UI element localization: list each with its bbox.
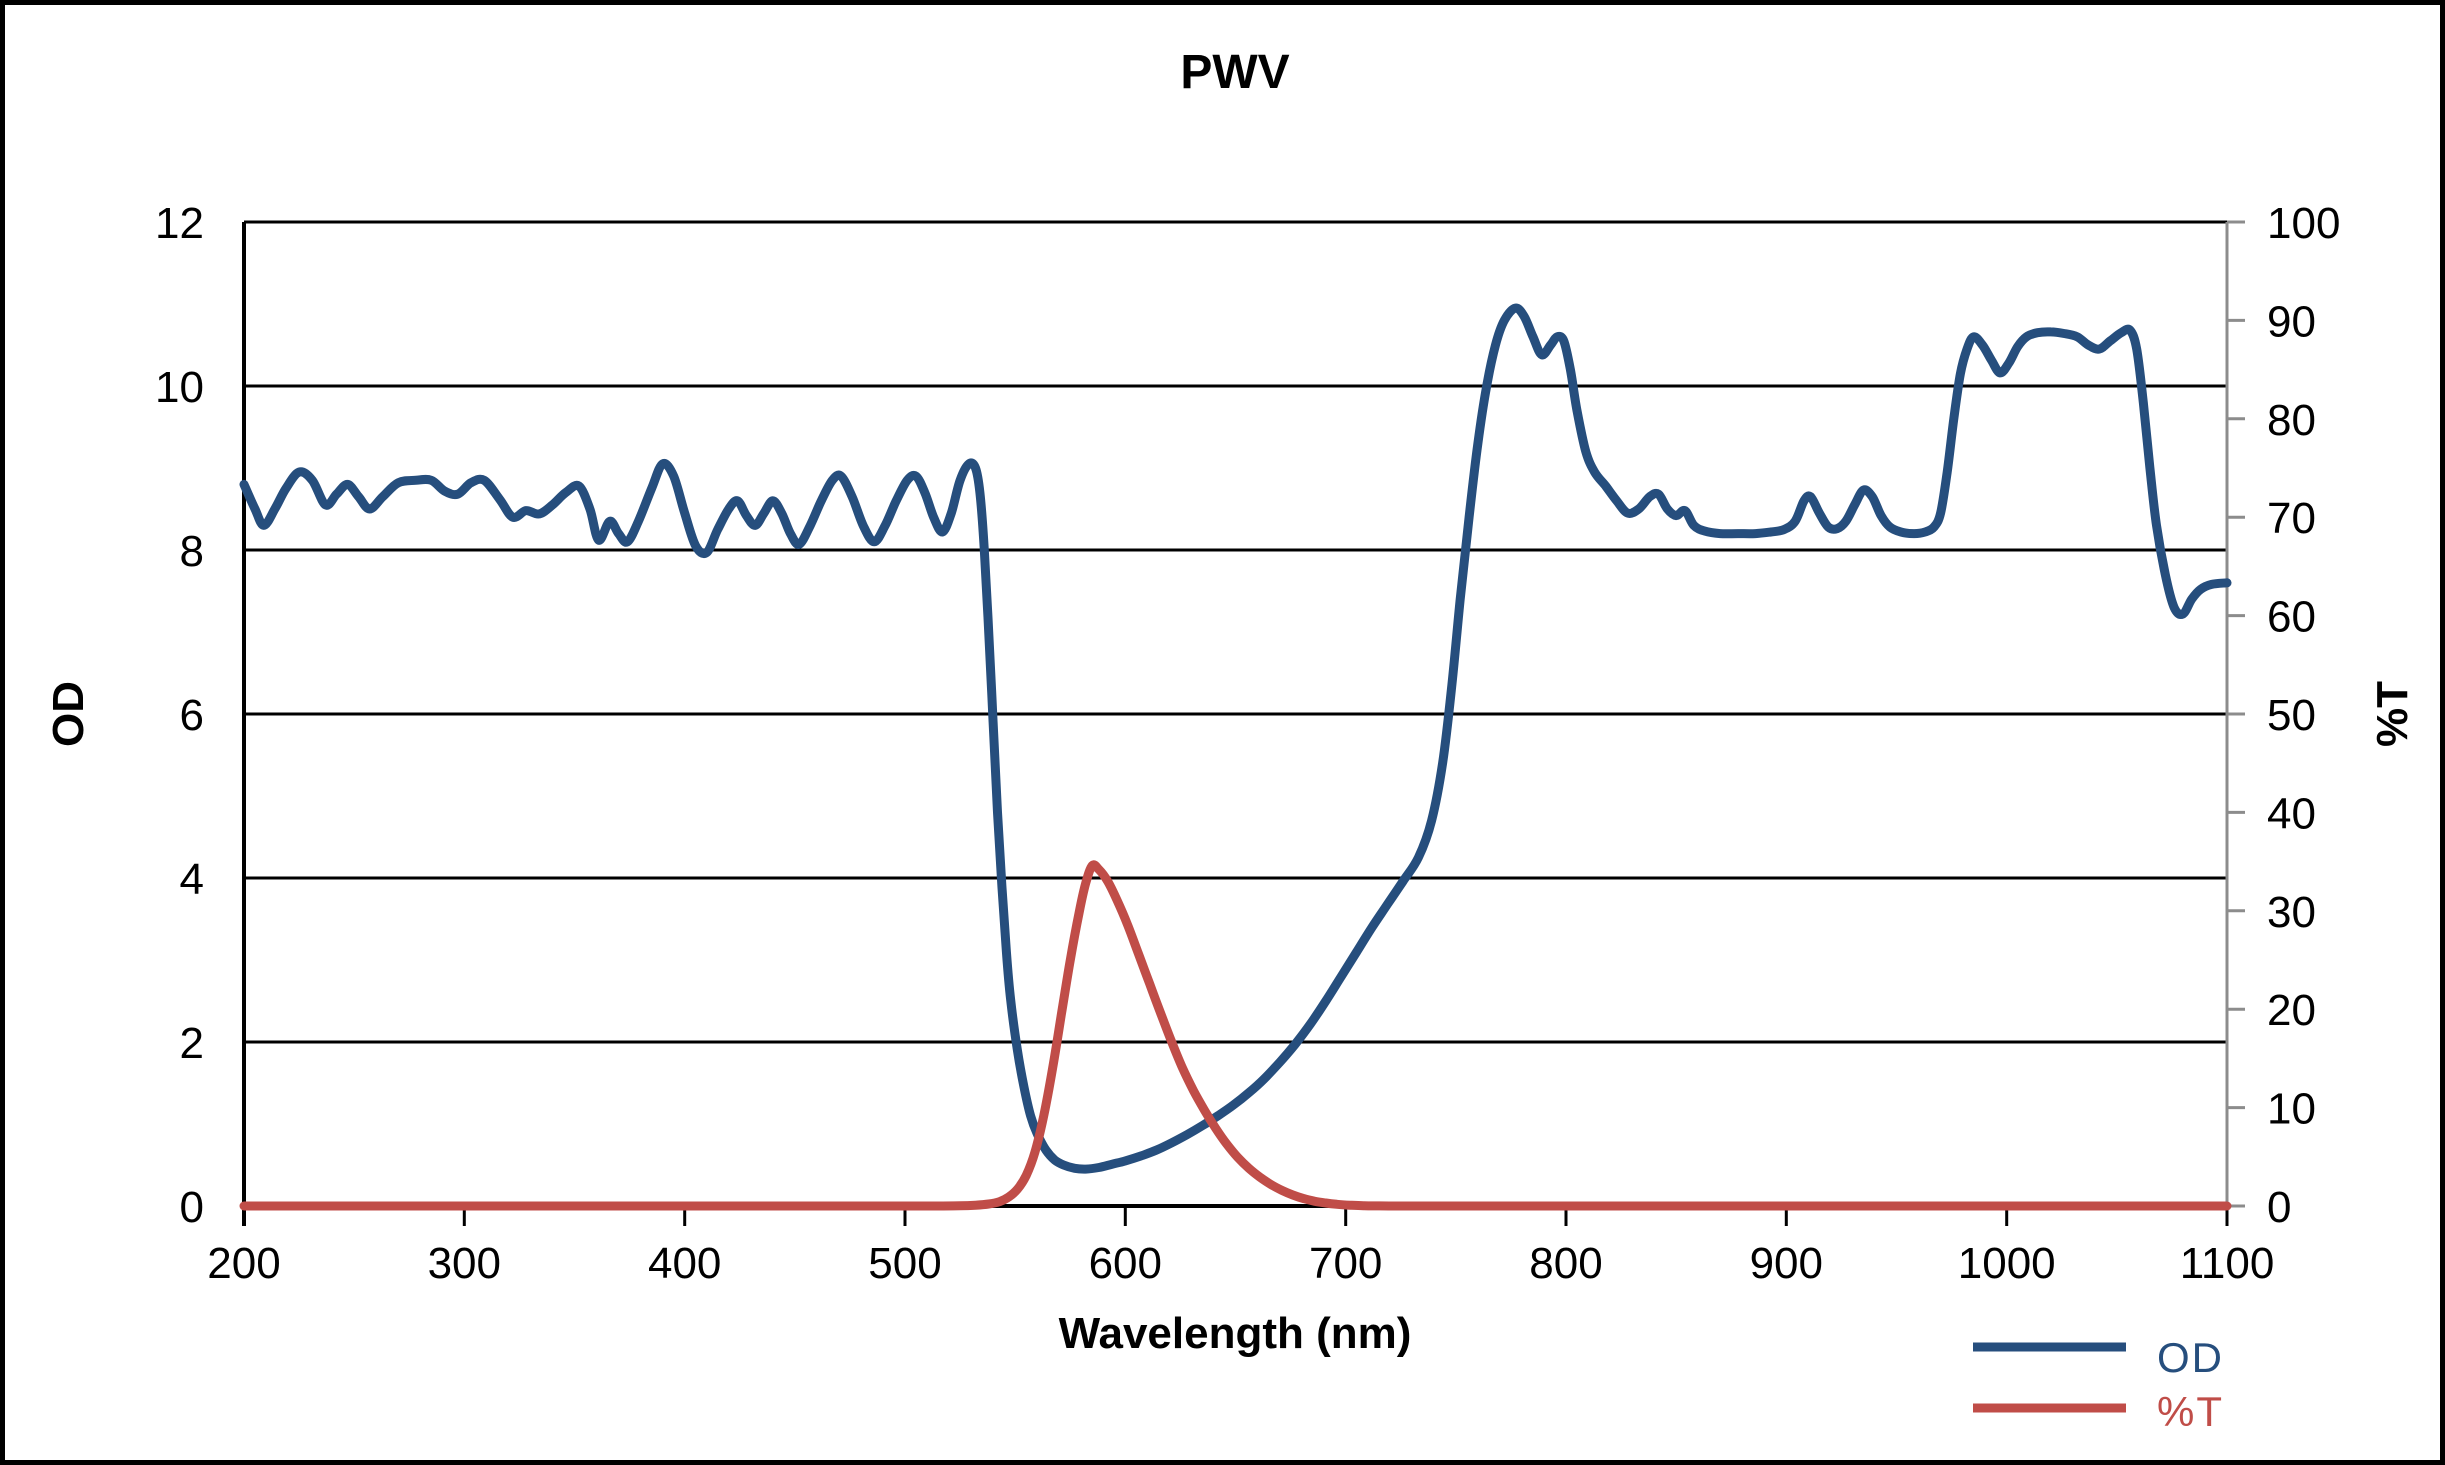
left-tick-label: 12: [155, 199, 204, 248]
x-axis-title: Wavelength (nm): [1059, 1309, 1412, 1358]
right-tick-label: 80: [2267, 396, 2316, 445]
gridlines-layer: [244, 220, 2227, 1044]
x-tick-label: 600: [1089, 1239, 1162, 1288]
right-tick-label: 60: [2267, 593, 2316, 642]
right-tick-label: 20: [2267, 986, 2316, 1035]
x-tick-label: 400: [648, 1239, 721, 1288]
right-tick-label: 0: [2267, 1183, 2291, 1232]
tick-labels-layer: 200 300 400 500 600 700 800 900 1000 110002468101…: [155, 199, 2340, 1288]
legend-od-label: OD: [2157, 1334, 2224, 1381]
right-tick-label: 10: [2267, 1085, 2316, 1134]
left-tick-label: 0: [180, 1183, 204, 1232]
left-tick-label: 8: [180, 527, 204, 576]
right-tick-label: 70: [2267, 494, 2316, 543]
axes-layer: [242, 222, 2229, 1226]
left-axis-title: OD: [44, 681, 93, 747]
series-layer: [239, 303, 2232, 1211]
x-tick-label: 500: [868, 1239, 941, 1288]
percent-t-curve: [239, 860, 2232, 1211]
right-tick-label: 100: [2267, 199, 2340, 248]
left-tick-label: 10: [155, 363, 204, 412]
x-tick-label: 1000: [1958, 1239, 2056, 1288]
od-curve: [239, 303, 2232, 1174]
right-axis-title: %T: [2368, 681, 2417, 747]
x-tick-label: 900: [1750, 1239, 1823, 1288]
x-tick-label: 300: [428, 1239, 501, 1288]
left-tick-label: 2: [180, 1019, 204, 1068]
ticks-layer: [242, 220, 2245, 1226]
legend: OD %T: [1973, 1334, 2224, 1435]
pwv-dual-axis-chart: 200 300 400 500 600 700 800 900 1000 110002468101…: [44, 46, 2417, 1435]
x-tick-label: 700: [1309, 1239, 1382, 1288]
x-tick-label: 800: [1529, 1239, 1602, 1288]
legend-t-label: %T: [2157, 1388, 2224, 1435]
right-tick-label: 90: [2267, 297, 2316, 346]
right-tick-label: 40: [2267, 789, 2316, 838]
x-tick-label: 1100: [2180, 1239, 2275, 1288]
left-tick-label: 4: [180, 855, 204, 904]
x-tick-label: 200: [207, 1239, 280, 1288]
left-tick-label: 6: [180, 691, 204, 740]
right-tick-label: 50: [2267, 691, 2316, 740]
right-tick-label: 30: [2267, 888, 2316, 937]
chart-title: PWV: [1180, 46, 1289, 99]
